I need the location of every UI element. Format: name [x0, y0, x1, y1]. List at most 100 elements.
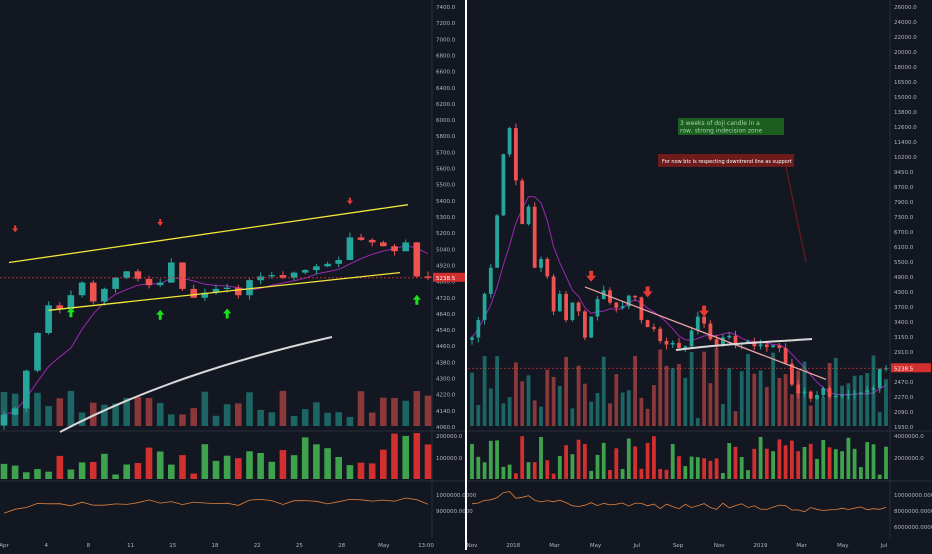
volume-bar	[514, 473, 518, 479]
volume-bar	[608, 470, 612, 479]
volume-bar-overlay	[733, 411, 738, 426]
candle	[145, 278, 153, 286]
price-tag: 5238.5	[894, 366, 914, 372]
volume-bar	[589, 470, 594, 479]
volume-bar	[346, 465, 354, 479]
volume-bar	[380, 449, 387, 479]
candle	[633, 295, 637, 298]
volume-bar-overlay	[470, 372, 474, 426]
volume-bar	[212, 460, 220, 479]
volume-bar	[402, 435, 409, 479]
volume-bar-overlay	[268, 412, 276, 426]
volume-bar	[796, 451, 801, 479]
volume-bar-overlay	[201, 391, 209, 426]
volume-bar	[827, 447, 832, 479]
osc-tick-label: 10000000.0000	[894, 493, 932, 499]
volume-bar-overlay	[564, 356, 568, 426]
candle	[652, 327, 656, 329]
volume-bar	[551, 473, 556, 479]
y-tick-label: 8700.0	[894, 185, 914, 191]
y-tick-label: 5600.0	[436, 167, 456, 173]
volume-bar-overlay	[689, 352, 694, 426]
volume-bar-overlay	[212, 415, 220, 426]
left-panel[interactable]: 7400.0 7200.0 7000.0 6800.0 6600.0 6400.0 6200…	[0, 0, 477, 549]
volume-bar	[664, 469, 669, 479]
candle	[884, 368, 888, 370]
osc-tick-label: 8000000.0000	[894, 509, 932, 515]
volume-bar	[601, 442, 606, 479]
y-tick-label: 16500.0	[894, 80, 917, 86]
volume-bar	[134, 463, 142, 479]
candle	[179, 262, 186, 289]
volume-bar-overlay	[520, 381, 525, 426]
candle	[134, 271, 142, 279]
volume-bar-overlay	[589, 401, 594, 426]
candle	[677, 342, 681, 348]
x-tick-label: 11	[127, 543, 134, 549]
volume-bar	[852, 448, 857, 479]
volume-bar	[808, 443, 813, 479]
red-down-arrow	[699, 305, 710, 317]
volume-bar	[821, 440, 826, 479]
volume-bar	[752, 448, 757, 479]
volume-bar-overlay	[514, 362, 518, 426]
y-tick-label: 3150.0	[894, 335, 914, 341]
y-tick-label: 5040.0	[436, 247, 456, 253]
green-up-arrow	[156, 309, 165, 320]
volume-bar	[746, 470, 750, 479]
osc-tick-label: 6000000.0000	[894, 525, 932, 531]
volume-bar-overlay	[301, 409, 309, 426]
x-tick-label: May	[837, 543, 849, 549]
y-tick-label: 4140.0	[436, 409, 456, 415]
volume-bar-overlay	[539, 406, 543, 426]
volume-bar-overlay	[257, 409, 264, 426]
y-tick-label: 2470.0	[894, 380, 914, 386]
volume-bar	[532, 462, 537, 479]
volume-bar-overlay	[802, 361, 807, 426]
volume-bar-overlay	[482, 356, 487, 426]
volume-bar-overlay	[601, 356, 606, 426]
annotation-green-text: 3 weeks of doji candle in a	[680, 120, 760, 127]
volume-bar	[357, 462, 365, 479]
volume-bar	[488, 440, 493, 479]
y-tick-label: 13800.0	[894, 110, 917, 116]
price-tag-box	[891, 363, 931, 373]
volume-bar	[758, 436, 763, 479]
x-tick-label: Jul	[880, 543, 888, 549]
candle	[495, 215, 499, 268]
y-tick-label: 4380.0	[436, 360, 456, 366]
volume-bar	[424, 444, 432, 479]
volume-bar	[507, 464, 512, 479]
volume-bar	[739, 457, 744, 479]
candle	[727, 335, 732, 338]
x-tick-label: Jul	[632, 543, 640, 549]
candle	[112, 277, 119, 289]
volume-bar	[539, 437, 543, 479]
volume-bar	[56, 455, 64, 479]
volume-bar-overlay	[677, 364, 681, 426]
volume-bar-overlay	[721, 404, 725, 426]
volume-bar-overlay	[702, 351, 706, 426]
y-tick-label: 5500.0	[436, 183, 456, 189]
volume-bar-overlay	[777, 378, 782, 426]
x-tick-label: 25	[296, 543, 303, 549]
volume-bar	[168, 464, 175, 479]
volume-bar-overlay	[413, 391, 421, 426]
volume-bar-overlay	[658, 349, 663, 426]
volume-bar-overlay	[821, 396, 826, 426]
volume-bar-overlay	[34, 392, 41, 426]
volume-bar	[846, 437, 851, 479]
volume-bar	[223, 455, 231, 479]
volume-bar-overlay	[78, 412, 86, 426]
candle	[223, 287, 231, 289]
candle	[482, 293, 487, 321]
candle	[877, 368, 882, 389]
candle	[246, 280, 253, 296]
volume-bar	[520, 436, 525, 479]
right-panel[interactable]: 26000.0 24000.0 22000.0 20000.0 18000.0 16500…	[467, 0, 932, 549]
volume-bar	[526, 462, 531, 479]
volume-bar-overlay	[871, 355, 876, 426]
volume-bar-overlay	[633, 356, 637, 426]
candle	[702, 316, 706, 324]
